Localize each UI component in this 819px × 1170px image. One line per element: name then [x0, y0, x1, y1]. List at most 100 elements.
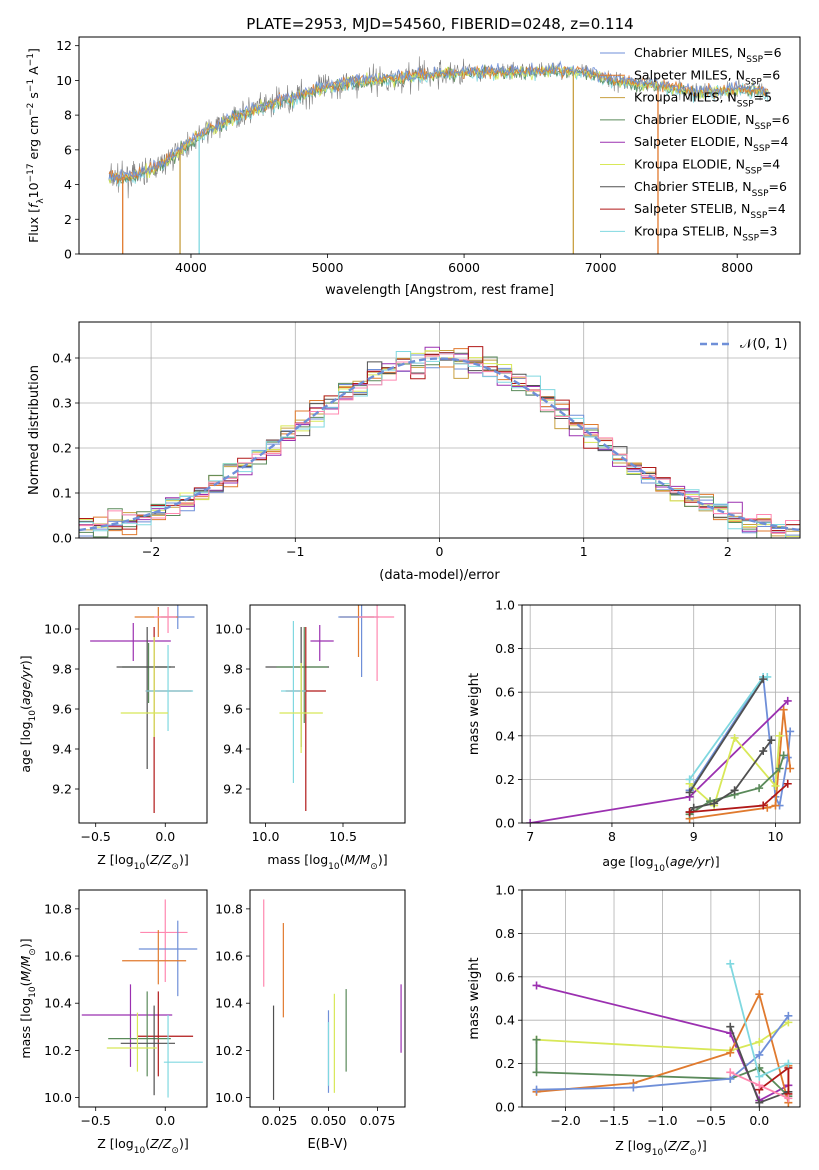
- y-tick-label: 10.8: [44, 901, 72, 916]
- x-tick-label: 7000: [585, 260, 617, 275]
- label-part: Kroupa STELIB, N: [634, 223, 742, 238]
- label-part: 10: [328, 862, 340, 872]
- y-tick-label: 9.2: [223, 782, 243, 797]
- x-tick-label: 0.0: [749, 1113, 769, 1128]
- weight-marker: [730, 733, 739, 742]
- x-tick-label: 0.0: [155, 829, 175, 844]
- plot-area: [265, 605, 395, 811]
- label-part: mass [log: [267, 852, 328, 867]
- label-part: age/yr: [670, 854, 711, 869]
- label-part: −17: [26, 163, 36, 182]
- x-tick-label: 0.050: [311, 1113, 347, 1128]
- normal-curve: [79, 357, 800, 532]
- weight-marker: [759, 675, 768, 684]
- x-tick-label: −1.0: [647, 1113, 677, 1128]
- x-axis-label: wavelength [Angstrom, rest frame]: [325, 283, 554, 298]
- label-part: Z/Z: [149, 852, 172, 867]
- label-part: )]: [697, 1138, 707, 1153]
- weight-marker: [532, 1085, 541, 1094]
- x-tick-label: 4000: [175, 260, 207, 275]
- label-part: )]: [710, 854, 720, 869]
- x-tick-label: 0: [436, 544, 444, 559]
- x-tick-label: 1: [580, 544, 588, 559]
- label-part: mass [log: [18, 998, 33, 1059]
- label-part: SSP: [745, 77, 762, 87]
- label-part: Chabrier STELIB, N: [634, 179, 752, 194]
- label-part: age [log: [18, 721, 33, 772]
- label-part: age [log: [602, 854, 653, 869]
- label-part: (: [340, 852, 345, 867]
- label-part: ⊙: [28, 948, 38, 956]
- label-part: (: [663, 1138, 668, 1153]
- y-tick-label: 0.2: [495, 772, 515, 787]
- weight-marker: [759, 747, 768, 756]
- weight-marker: [685, 808, 694, 817]
- label-part: )]: [18, 655, 33, 665]
- x-tick-label: 2: [724, 544, 732, 559]
- y-axis-label: mass weight: [467, 957, 482, 1039]
- weight-marker: [726, 1068, 735, 1077]
- label-part: A: [26, 66, 41, 79]
- label-part: ⊙: [171, 1146, 179, 1156]
- x-tick-label: −0.5: [81, 829, 111, 844]
- x-tick-label: 0.0: [155, 1113, 175, 1128]
- y-tick-label: 10.6: [215, 949, 243, 964]
- weight-marker: [767, 736, 776, 745]
- label-part: −1: [26, 79, 36, 92]
- weight-marker: [685, 775, 694, 784]
- weight-marker: [783, 779, 792, 788]
- y-tick-label: 6: [64, 142, 72, 157]
- weight-marker: [771, 801, 780, 810]
- y-axis-label: mass [log10(M/M⊙)]: [18, 938, 38, 1058]
- model-spectrum: [108, 60, 769, 183]
- label-part: SSP: [752, 189, 769, 199]
- x-axis-label: age [log10(age/yr)]: [602, 854, 719, 874]
- label-part: Z [log: [97, 1136, 133, 1151]
- y-tick-label: 0: [64, 247, 72, 262]
- x-tick-label: 0.025: [262, 1113, 298, 1128]
- axes-frame: [78, 889, 208, 1108]
- y-axis-label: mass weight: [467, 673, 482, 755]
- weight-marker: [775, 731, 784, 740]
- legend-label: 𝒩(0, 1): [740, 337, 787, 352]
- label-part: λ: [36, 198, 46, 204]
- weight-marker: [726, 1022, 735, 1031]
- weight-marker: [532, 1068, 541, 1077]
- plot-area: [263, 899, 402, 1100]
- weight-marker: [783, 696, 792, 705]
- label-part: ⊙: [370, 862, 378, 872]
- y-axis-label: age [log10(age/yr)]: [18, 655, 38, 772]
- label-part: ]: [26, 48, 41, 53]
- weight-marker: [755, 1081, 764, 1090]
- label-part: Z [log: [615, 1138, 651, 1153]
- label-part: Kroupa ELODIE, N: [634, 157, 745, 172]
- y-tick-label: 10.0: [215, 622, 243, 637]
- label-part: SSP: [753, 144, 770, 154]
- legend-label: Salpeter MILES, NSSP=6: [634, 67, 780, 87]
- weight-marker: [710, 799, 719, 808]
- label-part: erg cm: [26, 116, 41, 164]
- y-tick-label: 10.6: [44, 949, 72, 964]
- axes-frame: [78, 36, 801, 255]
- weight-marker: [771, 781, 780, 790]
- weight-marker: [689, 803, 698, 812]
- legend-label: Kroupa MILES, NSSP=5: [634, 90, 772, 110]
- label-part: Salpeter ELODIE, N: [634, 134, 753, 149]
- y-tick-label: 9.4: [223, 742, 243, 757]
- x-tick-label: −1: [286, 544, 304, 559]
- y-tick-label: 4: [64, 177, 72, 192]
- weight-marker: [759, 801, 768, 810]
- label-part: M/M: [18, 955, 33, 981]
- weight-marker: [726, 959, 735, 968]
- label-part: =6: [762, 67, 780, 82]
- x-tick-label: 5000: [312, 260, 344, 275]
- plot-area: [81, 899, 203, 1098]
- label-part: Z [log: [97, 852, 133, 867]
- weight-marker: [784, 1094, 793, 1103]
- axes-frame: [521, 604, 801, 824]
- y-tick-label: 9.2: [52, 782, 72, 797]
- x-tick-label: −1.5: [599, 1113, 629, 1128]
- label-part: 10: [652, 1148, 664, 1158]
- label-part: )]: [179, 852, 189, 867]
